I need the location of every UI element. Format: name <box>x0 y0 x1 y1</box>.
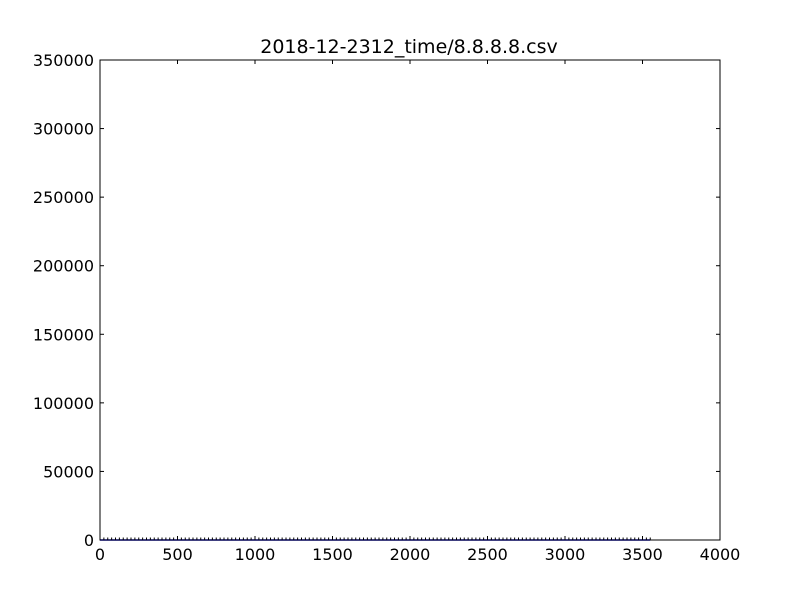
x-tick-label: 2500 <box>467 545 508 564</box>
x-tick-label: 2000 <box>390 545 431 564</box>
x-axis-tick-labels: 0 500 1000 1500 2000 2500 3000 3500 4000 <box>95 545 740 564</box>
plot-background <box>100 60 720 540</box>
y-tick-label: 150000 <box>33 325 94 344</box>
x-tick-label: 1500 <box>312 545 353 564</box>
x-tick-label: 3500 <box>622 545 663 564</box>
y-tick-label: 100000 <box>33 394 94 413</box>
x-tick-label: 1000 <box>235 545 276 564</box>
y-tick-label: 300000 <box>33 120 94 139</box>
x-tick-label: 0 <box>95 545 105 564</box>
x-tick-label: 500 <box>162 545 193 564</box>
plot-area <box>99 59 721 541</box>
x-tick-label: 4000 <box>700 545 741 564</box>
plot-frame <box>99 59 721 541</box>
y-tick-label: 200000 <box>33 257 94 276</box>
x-tick-label: 3000 <box>545 545 586 564</box>
chart-title: 2018-12-2312_time/8.8.8.8.csv <box>260 36 558 58</box>
y-tick-label: 250000 <box>33 188 94 207</box>
y-tick-label: 0 <box>84 531 94 550</box>
y-tick-label: 50000 <box>43 462 94 481</box>
y-tick-label: 350000 <box>33 51 94 70</box>
y-axis-tick-labels: 0 50000 100000 150000 200000 250000 300000 3500… <box>33 51 94 550</box>
